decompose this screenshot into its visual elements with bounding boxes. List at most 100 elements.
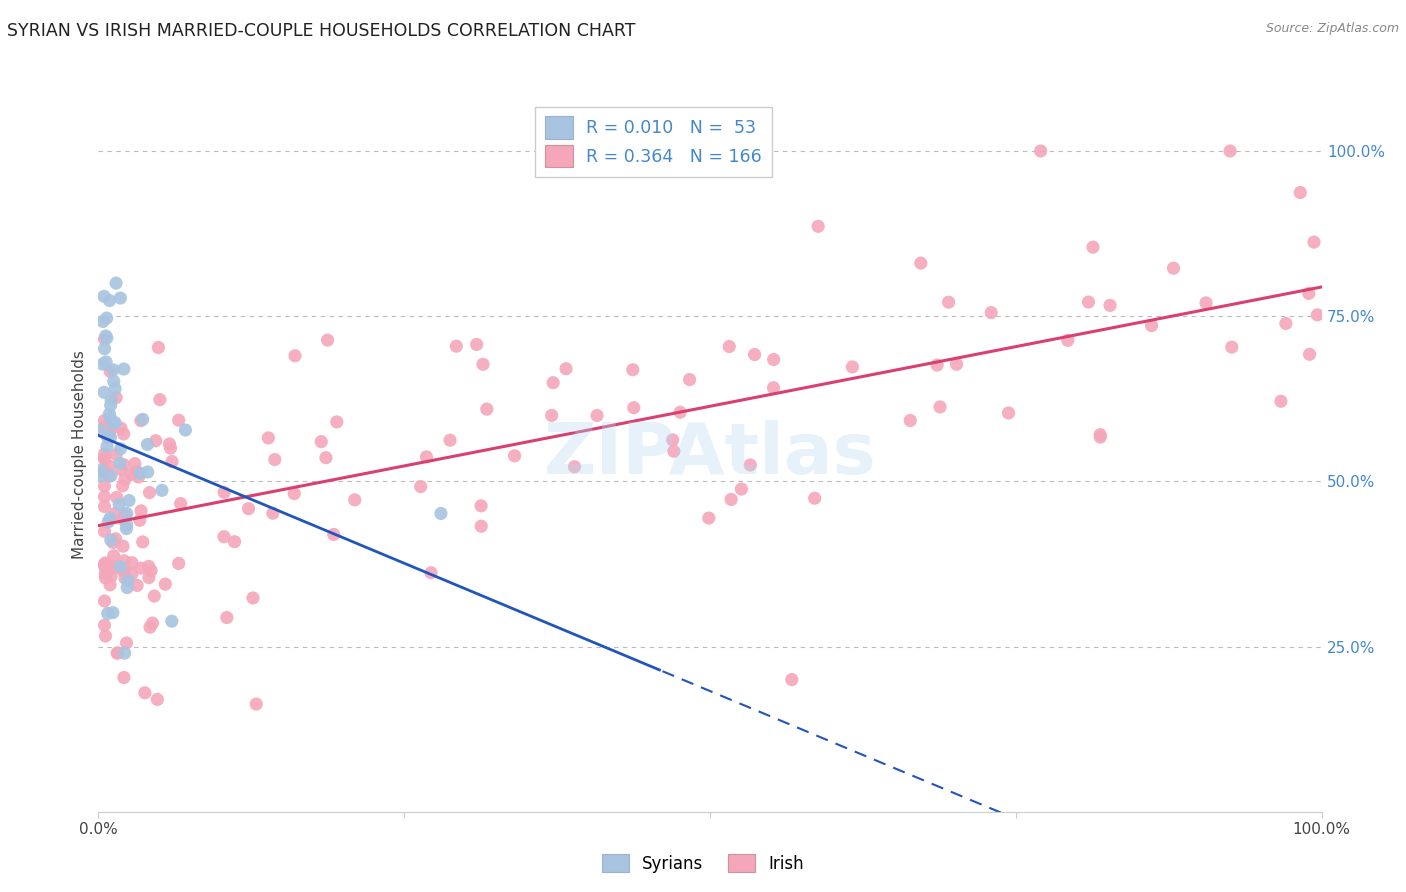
Point [97,607,120,621]
Point [132,535,155,549]
Point [224,534,246,549]
Point [91,357,114,371]
Point [1289,186,1312,200]
Point [159,437,181,451]
Point [107,646,129,660]
Point [1275,317,1298,331]
Point [238,501,260,516]
Point [98,419,121,434]
Point [1140,318,1163,333]
Point [555,361,578,376]
Point [112,427,135,442]
Point [112,362,135,376]
Point [127,578,149,592]
Point [167,413,190,427]
Point [115,517,138,532]
Point [143,589,166,603]
Point [94,571,117,585]
Point [93,289,115,303]
Point [93,500,115,514]
Point [100,398,122,412]
Point [100,533,122,548]
Point [117,574,139,588]
Point [540,409,562,423]
Point [98,511,121,525]
Point [128,470,150,484]
Point [100,411,122,425]
Point [104,507,127,521]
Text: Source: ZipAtlas.com: Source: ZipAtlas.com [1265,22,1399,36]
Point [472,357,495,371]
Point [134,686,156,700]
Point [110,559,132,574]
Point [167,557,190,571]
Point [284,349,307,363]
Point [89,423,111,437]
Point [114,646,136,660]
Point [108,498,131,512]
Point [114,508,136,523]
Point [129,467,152,481]
Point [1056,334,1078,348]
Point [94,355,117,369]
Point [100,561,122,575]
Point [465,337,488,351]
Point [111,564,134,578]
Point [242,591,264,605]
Point [997,406,1019,420]
Point [470,519,492,533]
Point [103,363,125,377]
Point [105,646,128,660]
Point [215,610,238,624]
Point [430,507,453,521]
Point [93,463,115,477]
Point [114,473,136,487]
Point [115,507,138,521]
Point [104,532,127,546]
Point [803,491,825,506]
Point [93,451,115,466]
Point [146,692,169,706]
Point [115,522,138,536]
Point [475,402,498,417]
Point [257,431,280,445]
Point [94,329,117,343]
Point [129,561,152,575]
Point [103,559,125,574]
Point [91,314,114,328]
Point [93,559,115,574]
Point [98,407,121,421]
Point [93,465,115,479]
Point [93,524,115,539]
Point [98,458,121,473]
Point [720,492,742,507]
Point [138,559,160,574]
Point [141,616,163,631]
Point [97,468,120,483]
Point [138,570,160,584]
Point [150,483,173,498]
Point [93,594,115,608]
Point [409,479,432,493]
Point [105,276,128,290]
Point [780,673,803,687]
Point [1077,295,1099,310]
Point [160,454,183,468]
Point [1163,261,1185,276]
Point [669,405,692,419]
Point [105,391,128,405]
Point [174,423,197,437]
Point [661,433,683,447]
Point [121,556,143,570]
Point [159,441,181,455]
Point [93,479,115,493]
Point [112,671,135,685]
Point [129,414,152,428]
Point [1090,430,1112,444]
Point [678,373,700,387]
Point [96,331,118,345]
Point [762,352,785,367]
Point [938,295,960,310]
Point [101,535,124,549]
Point [139,564,162,578]
